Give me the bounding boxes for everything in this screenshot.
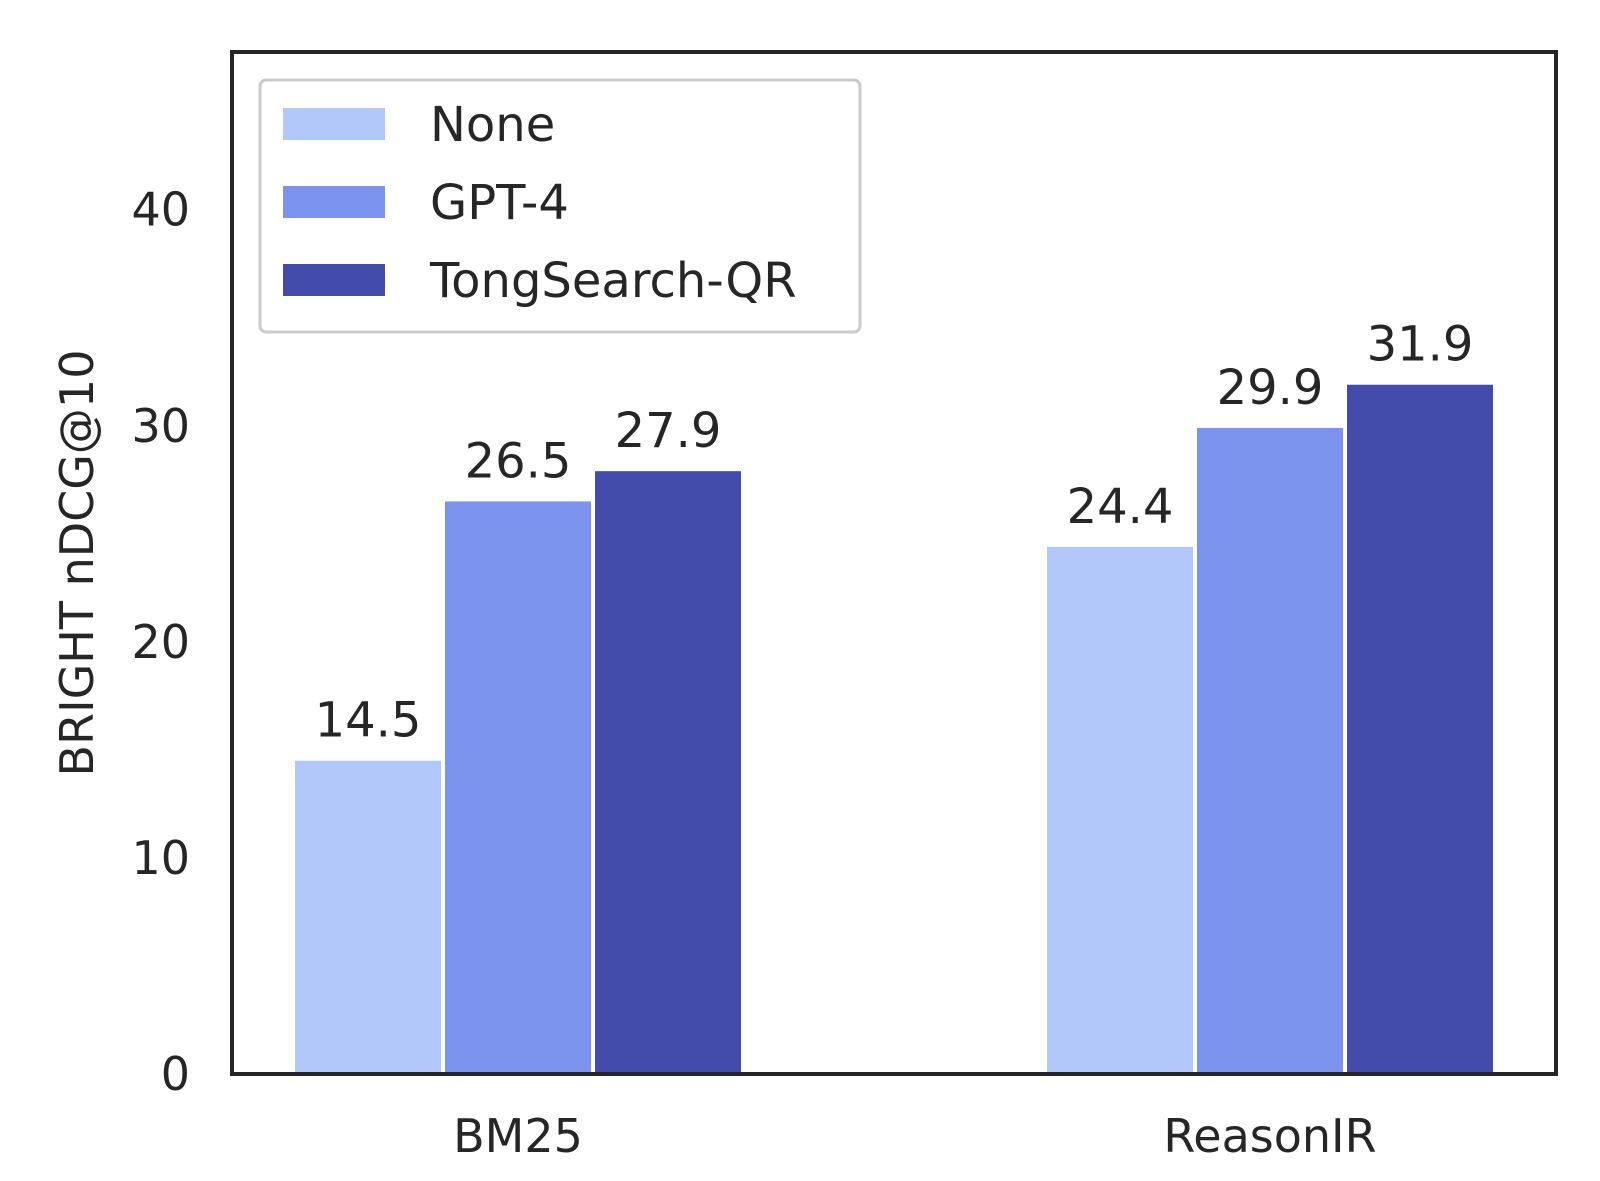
y-tick-label: 0 <box>161 1047 190 1101</box>
plot-frame <box>230 50 1558 1076</box>
legend-swatch <box>283 108 385 140</box>
value-label: 31.9 <box>1367 317 1474 373</box>
x-axis-ticks: BM25 ReasonIR <box>453 1109 1376 1163</box>
legend-frame <box>258 78 862 334</box>
legend-swatch <box>283 186 385 218</box>
bar-bm25-tongsearch-qr <box>595 471 741 1074</box>
y-axis-ticks: 0 10 20 30 40 <box>131 183 190 1101</box>
legend-label: GPT-4 <box>430 175 569 231</box>
bars-layer <box>295 384 1493 1075</box>
value-label: 27.9 <box>615 403 722 459</box>
x-tick-label: BM25 <box>453 1109 583 1163</box>
bar-bm25-gpt-4 <box>445 501 591 1074</box>
legend: None GPT-4 TongSearch-QR <box>258 78 862 334</box>
value-label: 29.9 <box>1217 360 1324 416</box>
y-axis-title: BRIGHT nDCG@10 <box>50 350 104 777</box>
bar-reasonir-gpt-4 <box>1197 427 1343 1074</box>
value-label: 24.4 <box>1067 479 1174 535</box>
value-labels-layer: 14.5 26.5 27.9 24.4 29.9 31.9 <box>315 317 1474 749</box>
legend-items: None GPT-4 TongSearch-QR <box>283 97 797 309</box>
bar-reasonir-none <box>1047 546 1193 1074</box>
x-tick-label: ReasonIR <box>1163 1109 1376 1163</box>
bar-reasonir-tongsearch-qr <box>1347 384 1493 1075</box>
bar-bm25-none <box>295 760 441 1074</box>
value-label: 14.5 <box>315 693 422 749</box>
y-tick-label: 40 <box>131 183 190 237</box>
y-tick-label: 20 <box>131 615 190 669</box>
legend-swatch <box>283 264 385 296</box>
legend-label: None <box>430 97 555 153</box>
legend-label: TongSearch-QR <box>429 253 797 309</box>
y-tick-label: 10 <box>131 831 190 885</box>
value-label: 26.5 <box>465 433 572 489</box>
y-tick-label: 30 <box>131 399 190 453</box>
